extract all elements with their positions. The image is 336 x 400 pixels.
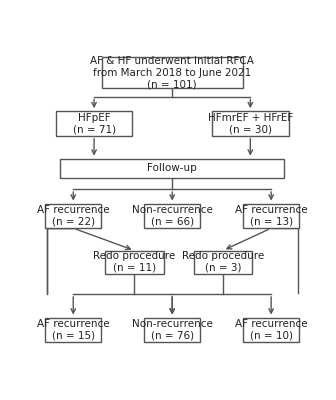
FancyBboxPatch shape: [243, 318, 299, 342]
Text: AF recurrence
(n = 10): AF recurrence (n = 10): [235, 319, 307, 341]
Text: AF recurrence
(n = 22): AF recurrence (n = 22): [37, 205, 110, 227]
FancyBboxPatch shape: [45, 204, 101, 228]
Text: AF & HF underwent initial RFCA
from March 2018 to June 2021
(n = 101): AF & HF underwent initial RFCA from Marc…: [90, 56, 254, 89]
Text: HFpEF
(n = 71): HFpEF (n = 71): [73, 113, 116, 134]
FancyBboxPatch shape: [45, 318, 101, 342]
FancyBboxPatch shape: [56, 111, 132, 136]
FancyBboxPatch shape: [60, 158, 284, 178]
FancyBboxPatch shape: [243, 204, 299, 228]
FancyBboxPatch shape: [144, 318, 200, 342]
Text: Non-recurrence
(n = 76): Non-recurrence (n = 76): [132, 319, 213, 341]
FancyBboxPatch shape: [105, 250, 164, 274]
Text: AF recurrence
(n = 15): AF recurrence (n = 15): [37, 319, 110, 341]
Text: Follow-up: Follow-up: [147, 163, 197, 173]
Text: AF recurrence
(n = 13): AF recurrence (n = 13): [235, 205, 307, 227]
Text: Non-recurrence
(n = 66): Non-recurrence (n = 66): [132, 205, 213, 227]
FancyBboxPatch shape: [102, 57, 243, 88]
FancyBboxPatch shape: [212, 111, 289, 136]
Text: Redo procedure
(n = 3): Redo procedure (n = 3): [182, 251, 264, 273]
Text: HFmrEF + HFrEF
(n = 30): HFmrEF + HFrEF (n = 30): [208, 113, 293, 134]
FancyBboxPatch shape: [194, 250, 252, 274]
FancyBboxPatch shape: [144, 204, 200, 228]
Text: Redo procedure
(n = 11): Redo procedure (n = 11): [93, 251, 176, 273]
